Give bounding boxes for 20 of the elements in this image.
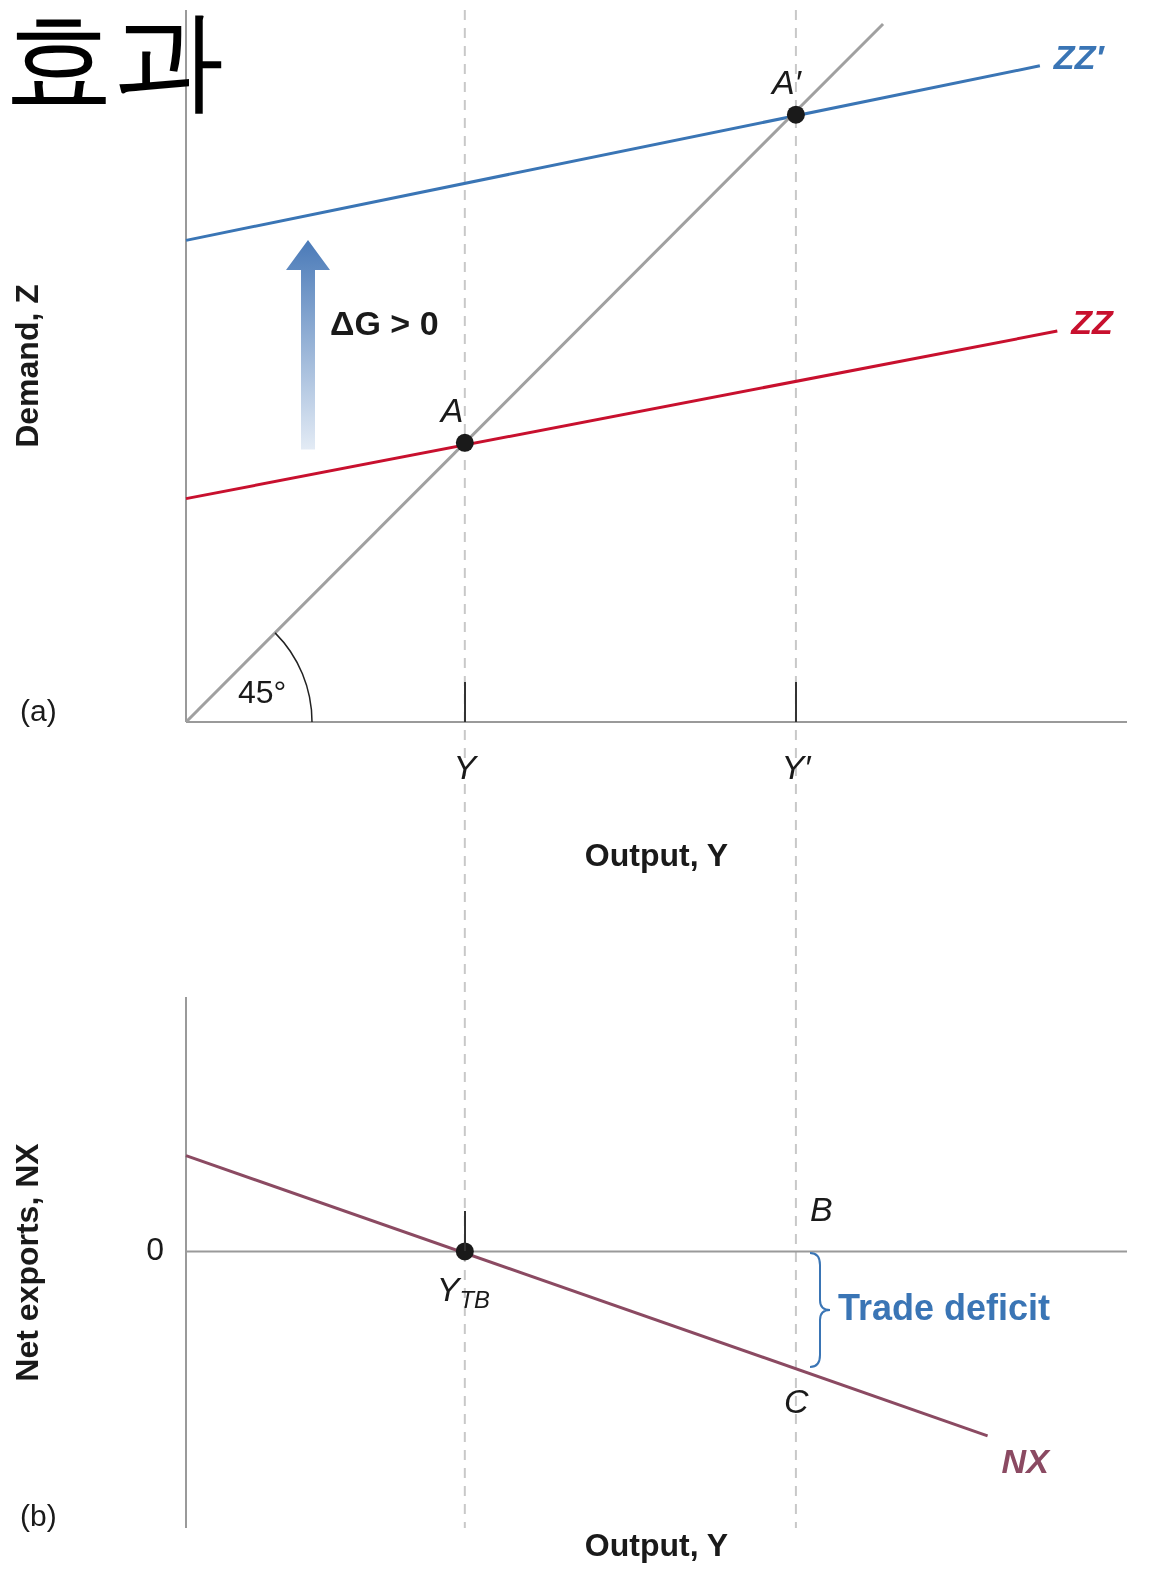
chart-title: 효과	[4, 0, 224, 124]
y-axis-title: Demand, Z	[9, 284, 46, 448]
annotation: 45°	[238, 673, 287, 710]
annotation: C	[783, 1381, 809, 1420]
text: (a)	[20, 694, 57, 728]
x-tick-label: Y	[453, 748, 479, 787]
text: (b)	[20, 1499, 57, 1533]
series-label: NX	[1001, 1442, 1052, 1481]
annotation: Trade deficit	[837, 1287, 1050, 1329]
text: 0	[146, 1231, 164, 1268]
series-label: ZZ′	[1052, 38, 1106, 77]
annotation: A′	[769, 63, 803, 102]
y-axis-title: Net exports, NX	[9, 1142, 46, 1382]
series-label: ZZ	[1070, 303, 1115, 342]
x-axis-title: Output, Y	[584, 1526, 729, 1563]
x-tick-label: Y′	[781, 748, 813, 787]
annotation: ΔG > 0	[330, 304, 439, 343]
x-axis-title: Output, Y	[584, 836, 729, 873]
annotation: B	[809, 1189, 833, 1228]
annotation: A	[438, 391, 464, 430]
